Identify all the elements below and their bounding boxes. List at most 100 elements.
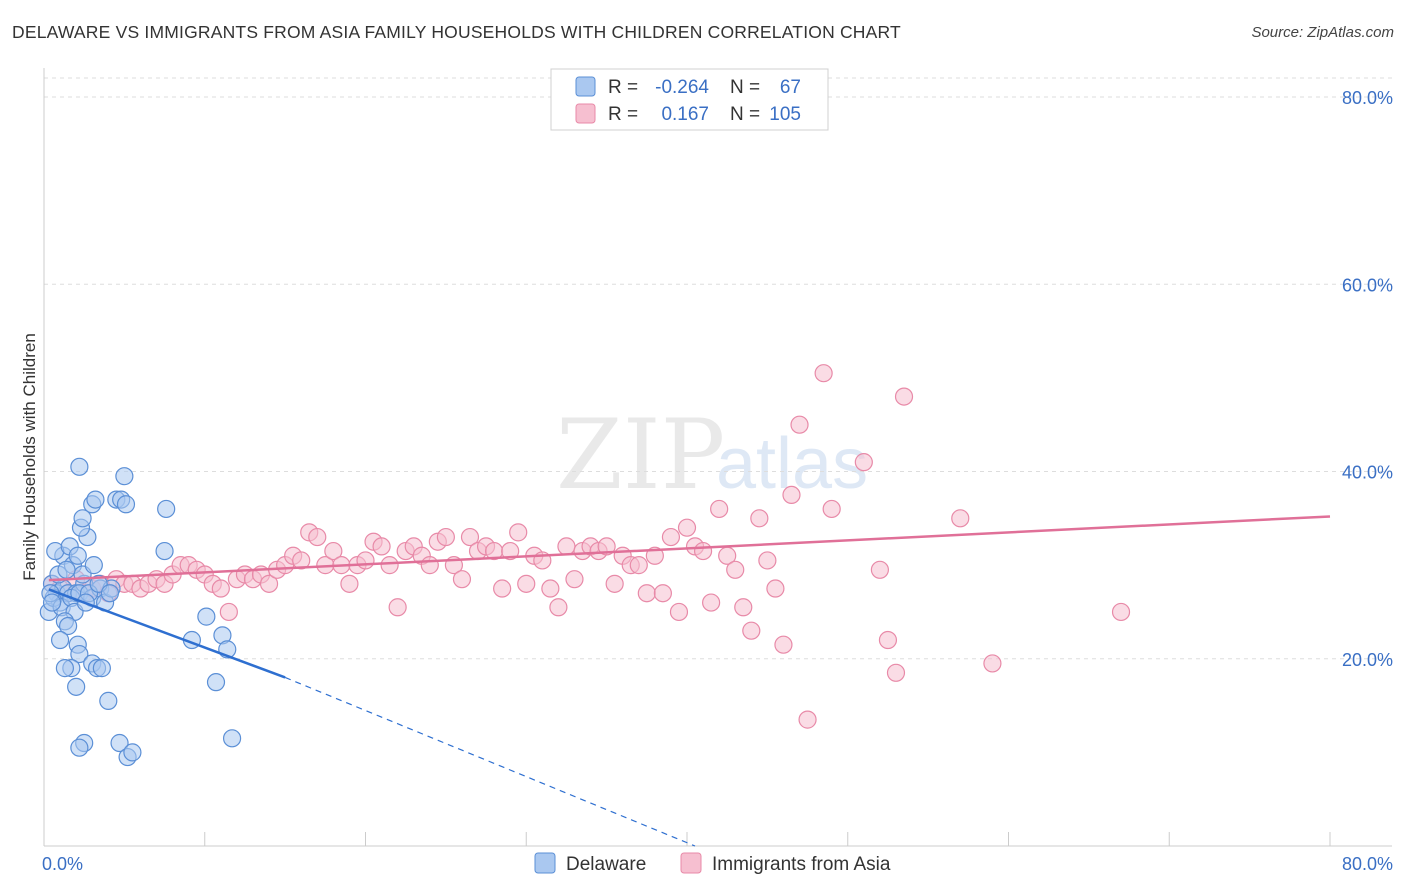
asia-point-87 [742,621,761,640]
delaware-point-39 [155,541,174,561]
asia-point-70 [605,574,624,593]
delaware-point-30 [84,556,103,575]
delaware-point-66 [100,584,120,603]
delaware-point-63 [42,593,62,612]
asia-point-96 [822,499,841,519]
asia-point-100 [894,387,914,406]
asia-point-95 [814,364,833,383]
asia-point-94 [798,710,817,729]
asia-point-90 [766,579,785,598]
asia-point-35 [324,541,343,561]
delaware-point-48 [92,659,111,678]
delaware-point-53 [110,733,129,753]
asia-point-102 [951,509,970,528]
asia-point-21 [211,579,230,598]
asia-point-64 [557,537,576,556]
x-ticks [43,832,1331,846]
y-tick-label-20: 20.0% [1342,650,1393,670]
delaware-point-26 [57,560,76,579]
trend-lines [48,515,1331,847]
delaware-point-60 [206,673,226,692]
series-delaware-points [39,457,242,767]
stats-legend-box [550,68,829,131]
legend-asia-label: Immigrants from Asia [712,854,891,875]
asia-point-74 [637,584,656,603]
asia-point-49 [436,527,455,547]
source-label: Source: ZipAtlas.com [1251,24,1394,41]
x-tick-label-0: 0.0% [42,854,83,874]
asia-point-59 [517,574,536,593]
asia-point-56 [493,579,512,598]
series-asia-points [42,364,1131,729]
delaware-trend-line [48,588,286,679]
delaware-point-37 [86,490,105,509]
asia-point-88 [750,509,769,528]
asia-point-104 [1111,602,1131,622]
asia-point-52 [460,527,480,547]
asia-point-77 [661,527,681,547]
x-tick-label-80: 80.0% [1342,854,1393,874]
asia-point-65 [565,570,584,589]
asia-point-97 [854,453,873,472]
asia-trend-line [48,515,1331,582]
asia-point-86 [734,598,753,617]
y-tick-labels: 20.0% 40.0% 60.0% 80.0% [1342,88,1393,670]
asia-point-75 [645,546,664,565]
stats-legend: R = -0.264 N = 67 R = 0.167 N = 105 [550,68,829,131]
legend-r-value-2: 0.167 [661,104,709,125]
delaware-point-49 [67,677,86,696]
axes [43,68,1392,847]
asia-point-31 [292,551,311,570]
legend-n-label-2: N = [730,104,760,125]
legend-n-value-1: 67 [780,77,801,98]
asia-point-33 [308,527,327,547]
delaware-point-62 [50,630,70,650]
asia-point-62 [541,579,560,598]
asia-point-58 [509,523,528,542]
asia-point-93 [790,415,809,434]
asia-point-22 [219,602,238,622]
asia-point-51 [452,570,472,589]
delaware-point-52 [70,738,89,757]
asia-swatch [575,103,596,124]
watermark-zip: ZIP [556,399,725,511]
legend-n-value-2: 105 [769,104,801,125]
asia-point-47 [420,556,439,575]
series-legend: Delaware Immigrants from Asia [534,852,891,875]
legend-r-value-1: -0.264 [655,77,709,98]
asia-point-79 [677,518,697,537]
y-tick-label-40: 40.0% [1342,463,1393,483]
asia-point-83 [710,499,729,519]
delaware-point-55 [123,743,142,762]
legend-r-label-2: R = [608,104,638,125]
asia-point-85 [726,560,745,579]
delaware-swatch [575,76,596,97]
asia-point-57 [501,541,520,561]
delaware-trend-extension [284,676,696,847]
asia-point-78 [669,602,689,622]
y-tick-label-60: 60.0% [1342,275,1393,295]
asia-point-98 [870,560,890,579]
delaware-point-45 [55,659,74,678]
asia-point-81 [693,541,713,561]
delaware-point-34 [116,495,136,514]
asia-point-92 [782,485,801,505]
x-tick-labels: 0.0% 80.0% [42,854,1393,874]
asia-point-73 [629,556,648,575]
asia-point-37 [340,574,359,593]
asia-point-103 [983,654,1002,673]
legend-delaware-label: Delaware [566,854,646,875]
legend-delaware-swatch [534,852,556,874]
asia-point-89 [758,551,777,570]
delaware-point-36 [70,457,89,476]
delaware-point-24 [68,546,87,565]
y-axis-label: Family Households with Children [20,333,39,581]
asia-point-76 [653,584,672,603]
delaware-point-61 [222,729,242,748]
delaware-point-41 [59,616,78,636]
delaware-point-35 [115,467,134,486]
asia-point-99 [878,630,898,650]
delaware-point-29 [73,509,92,528]
asia-point-42 [380,556,399,575]
